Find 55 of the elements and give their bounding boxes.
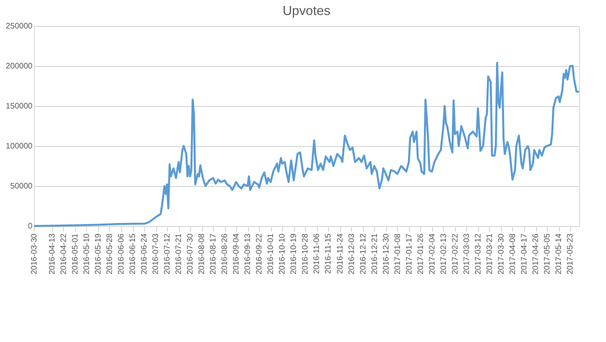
x-tick-label: 2016-09-13: [243, 232, 252, 274]
y-tick-label: 200000: [6, 62, 34, 70]
x-tick-label: 2017-04-08: [508, 232, 517, 274]
chart-title: Upvotes: [282, 3, 331, 18]
y-tick-label: 150000: [6, 102, 34, 110]
x-tick-label: 2017-03-12: [473, 232, 482, 274]
x-tick-label: 2016-10-28: [300, 232, 310, 274]
x-tick-label: 2016-07-12: [162, 232, 172, 274]
x-tick-label: 2017-03-30: [496, 232, 506, 274]
x-tick-label: 2016-07-03: [151, 232, 160, 274]
x-tick-label: 2016-05-01: [70, 232, 80, 274]
x-tick-label: 2016-10-01: [266, 232, 276, 274]
x-tick-label: 2016-11-24: [335, 232, 344, 274]
x-tick-label: 2016-09-04: [232, 232, 241, 274]
x-tick-label: 2017-05-05: [542, 232, 552, 274]
x-tick-label: 2016-10-19: [289, 232, 298, 274]
x-tick-label: 2017-02-04: [427, 232, 436, 274]
x-tick-label: 2016-04-13: [47, 232, 56, 274]
x-tick-label: 2017-02-22: [450, 232, 460, 274]
x-tick-label: 2016-12-12: [358, 232, 368, 274]
x-tick-label: 2016-12-03: [346, 232, 356, 274]
x-tick-label: 2017-05-23: [566, 232, 575, 274]
x-tick-label: 2016-07-30: [186, 232, 195, 274]
x-tick-label: 2016-09-22: [254, 232, 264, 274]
x-tick-label: 2016-05-10: [82, 232, 91, 274]
x-tick-label: 2017-03-21: [484, 232, 494, 274]
x-tick-label: 2016-06-24: [140, 232, 149, 274]
x-tick-label: 2016-12-30: [381, 232, 390, 274]
x-tick-label: 2016-06-15: [128, 232, 138, 274]
x-tick-label: 2016-11-15: [324, 232, 333, 274]
x-tick-label: 2016-11-06: [312, 232, 322, 274]
x-tick-label: 2016-08-17: [208, 232, 218, 274]
x-tick-label: 2016-03-30: [30, 232, 38, 274]
x-tick-label: 2017-01-08: [392, 232, 402, 274]
x-tick-label: 2016-06-06: [116, 232, 126, 274]
x-tick-label: 2017-01-26: [416, 232, 425, 274]
y-tick-label: 0: [28, 222, 34, 230]
line-series: [33, 62, 580, 227]
x-tick-label: 2017-01-17: [404, 232, 414, 274]
y-tick-label: 50000: [10, 182, 34, 190]
y-tick-label: 100000: [6, 142, 34, 150]
x-tick-label: 2017-05-14: [554, 232, 564, 274]
x-tick-label: 2016-04-22: [58, 232, 68, 274]
x-tick-label: 2017-02-13: [438, 232, 448, 274]
x-tick-label: 2016-08-26: [220, 232, 230, 274]
x-tick-label: 2017-04-26: [531, 232, 540, 274]
x-tick-label: 2017-03-03: [462, 232, 471, 274]
x-tick-label: 2016-05-19: [93, 232, 102, 274]
x-tick-label: 2016-05-28: [104, 232, 114, 274]
x-tick-label: 2016-12-21: [370, 232, 379, 274]
x-tick-label: 2016-08-08: [197, 232, 206, 274]
x-tick-label: 2016-10-10: [278, 232, 287, 274]
x-tick-label: 2016-07-21: [174, 232, 184, 274]
x-tick-label: 2017-04-17: [519, 232, 528, 274]
y-tick-label: 250000: [6, 22, 34, 30]
